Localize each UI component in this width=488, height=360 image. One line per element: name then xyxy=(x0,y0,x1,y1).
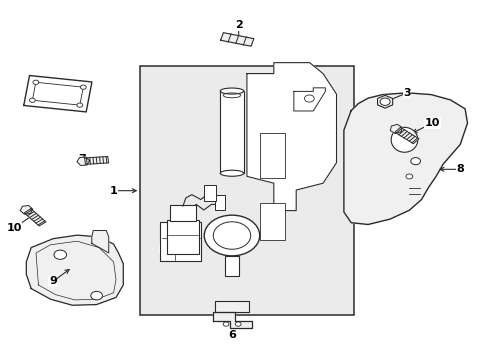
Circle shape xyxy=(54,250,66,259)
Bar xyxy=(215,195,224,210)
Circle shape xyxy=(80,85,86,89)
Circle shape xyxy=(29,98,35,102)
Polygon shape xyxy=(377,95,392,108)
Circle shape xyxy=(235,322,241,326)
Text: 9: 9 xyxy=(49,276,57,287)
Circle shape xyxy=(33,80,39,84)
Polygon shape xyxy=(220,33,253,46)
Bar xyxy=(259,203,285,240)
Polygon shape xyxy=(24,209,46,226)
Text: 7: 7 xyxy=(78,154,86,165)
Ellipse shape xyxy=(220,88,243,94)
Polygon shape xyxy=(246,63,336,211)
Polygon shape xyxy=(215,301,249,312)
Bar xyxy=(140,66,353,315)
Circle shape xyxy=(405,174,412,179)
Text: 6: 6 xyxy=(228,330,236,340)
FancyBboxPatch shape xyxy=(160,222,201,261)
Circle shape xyxy=(77,103,82,107)
Polygon shape xyxy=(77,157,89,166)
Text: 10: 10 xyxy=(424,118,439,128)
Circle shape xyxy=(410,158,420,165)
Polygon shape xyxy=(92,230,108,253)
Polygon shape xyxy=(213,312,251,328)
Text: 2: 2 xyxy=(234,20,242,30)
Text: 4: 4 xyxy=(31,95,39,105)
Polygon shape xyxy=(24,76,92,112)
Ellipse shape xyxy=(390,127,417,152)
Circle shape xyxy=(304,95,314,102)
Bar xyxy=(224,256,239,276)
Text: 8: 8 xyxy=(455,164,463,174)
Circle shape xyxy=(379,98,389,105)
Bar xyxy=(259,134,285,178)
Text: 1: 1 xyxy=(109,186,117,196)
Circle shape xyxy=(223,322,228,326)
Bar xyxy=(220,91,243,173)
Polygon shape xyxy=(343,93,467,225)
Text: 10: 10 xyxy=(6,223,22,233)
Text: 5: 5 xyxy=(160,243,167,253)
FancyBboxPatch shape xyxy=(167,220,199,254)
Polygon shape xyxy=(394,127,418,144)
Polygon shape xyxy=(20,206,33,214)
Text: 3: 3 xyxy=(402,88,410,98)
Circle shape xyxy=(91,291,102,300)
Polygon shape xyxy=(293,88,325,111)
Polygon shape xyxy=(26,235,123,305)
Polygon shape xyxy=(84,157,108,165)
FancyBboxPatch shape xyxy=(170,205,195,221)
Bar xyxy=(204,185,216,201)
Ellipse shape xyxy=(204,215,259,256)
Ellipse shape xyxy=(213,222,250,249)
Polygon shape xyxy=(389,125,401,134)
Ellipse shape xyxy=(220,170,243,176)
